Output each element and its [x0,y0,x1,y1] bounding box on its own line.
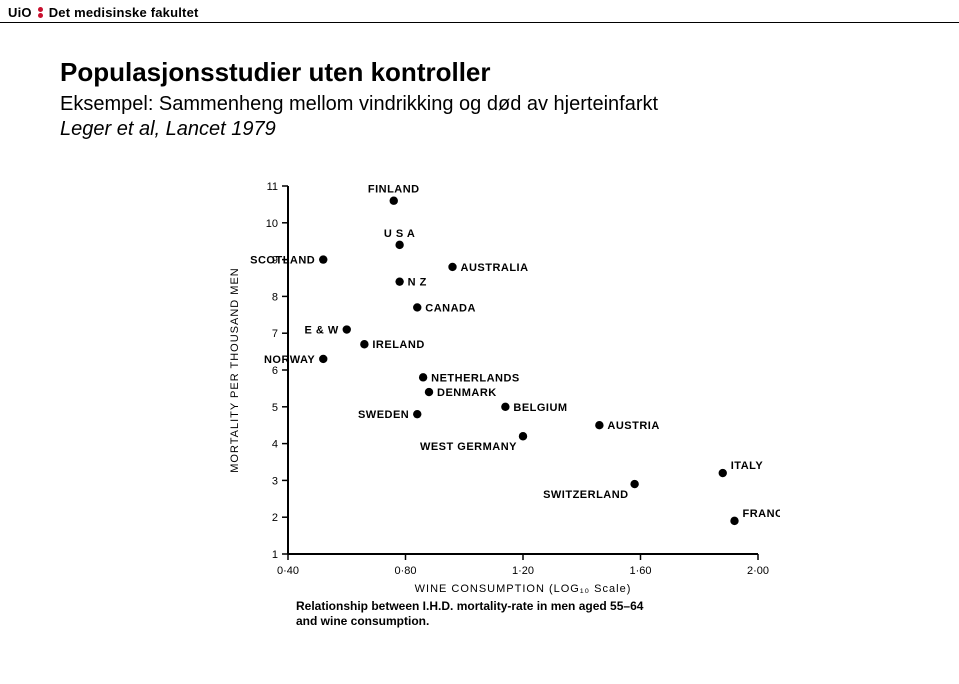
page-header: UiO Det medisinske fakultet [0,0,207,24]
svg-text:6: 6 [272,365,278,377]
svg-text:FRANCE: FRANCE [743,508,781,520]
svg-text:NORWAY: NORWAY [264,354,315,366]
svg-text:AUSTRALIA: AUSTRALIA [461,262,529,274]
scatter-chart: 12345678910110·400·801·201·602·00WINE CO… [220,176,780,636]
svg-text:N Z: N Z [408,277,427,289]
svg-text:SWITZERLAND: SWITZERLAND [543,489,629,501]
svg-text:IRELAND: IRELAND [372,339,424,351]
svg-text:WEST GERMANY: WEST GERMANY [420,441,517,453]
svg-text:and wine consumption.: and wine consumption. [296,614,429,628]
svg-text:1: 1 [272,549,278,561]
svg-text:NETHERLANDS: NETHERLANDS [431,372,520,384]
svg-text:BELGIUM: BELGIUM [513,402,567,414]
slide-subtitle-2: Leger et al, Lancet 1979 [60,118,900,141]
svg-text:AUSTRIA: AUSTRIA [607,420,659,432]
svg-text:5: 5 [272,402,278,414]
svg-text:MORTALITY PER THOUSAND MEN: MORTALITY PER THOUSAND MEN [229,267,241,473]
svg-text:SCOTLAND: SCOTLAND [250,255,315,267]
slide-title: Populasjonsstudier uten kontroller [60,56,900,89]
svg-text:E & W: E & W [304,325,338,337]
svg-text:1·60: 1·60 [629,565,651,577]
svg-text:2: 2 [272,512,278,524]
svg-text:3: 3 [272,475,278,487]
svg-text:4: 4 [272,439,278,451]
svg-text:WINE CONSUMPTION (LOG₁₀ Scale: WINE CONSUMPTION (LOG₁₀ Scale) [415,583,632,595]
svg-text:ITALY: ITALY [731,460,764,472]
svg-text:DENMARK: DENMARK [437,387,497,399]
svg-text:1·20: 1·20 [512,565,534,577]
slide-subtitle-1: Eksempel: Sammenheng mellom vindrikking … [60,93,900,116]
svg-text:11: 11 [267,181,278,193]
uio-logo-text: UiO [8,5,32,20]
svg-text:FINLAND: FINLAND [368,184,420,196]
svg-text:U S A: U S A [384,228,415,240]
svg-text:CANADA: CANADA [425,302,476,314]
header-rule [0,22,959,23]
svg-text:0·40: 0·40 [277,565,299,577]
svg-text:2·00: 2·00 [747,565,769,577]
svg-text:0·80: 0·80 [394,565,416,577]
slide-title-block: Populasjonsstudier uten kontroller Eksem… [60,56,900,141]
svg-text:Relationship between I.H.D. mo: Relationship between I.H.D. mortality-ra… [296,599,644,613]
svg-text:8: 8 [272,291,278,303]
svg-text:SWEDEN: SWEDEN [358,409,409,421]
uio-dots-icon [38,7,43,18]
svg-text:10: 10 [266,218,278,230]
faculty-name: Det medisinske fakultet [49,5,199,20]
svg-text:7: 7 [272,328,278,340]
